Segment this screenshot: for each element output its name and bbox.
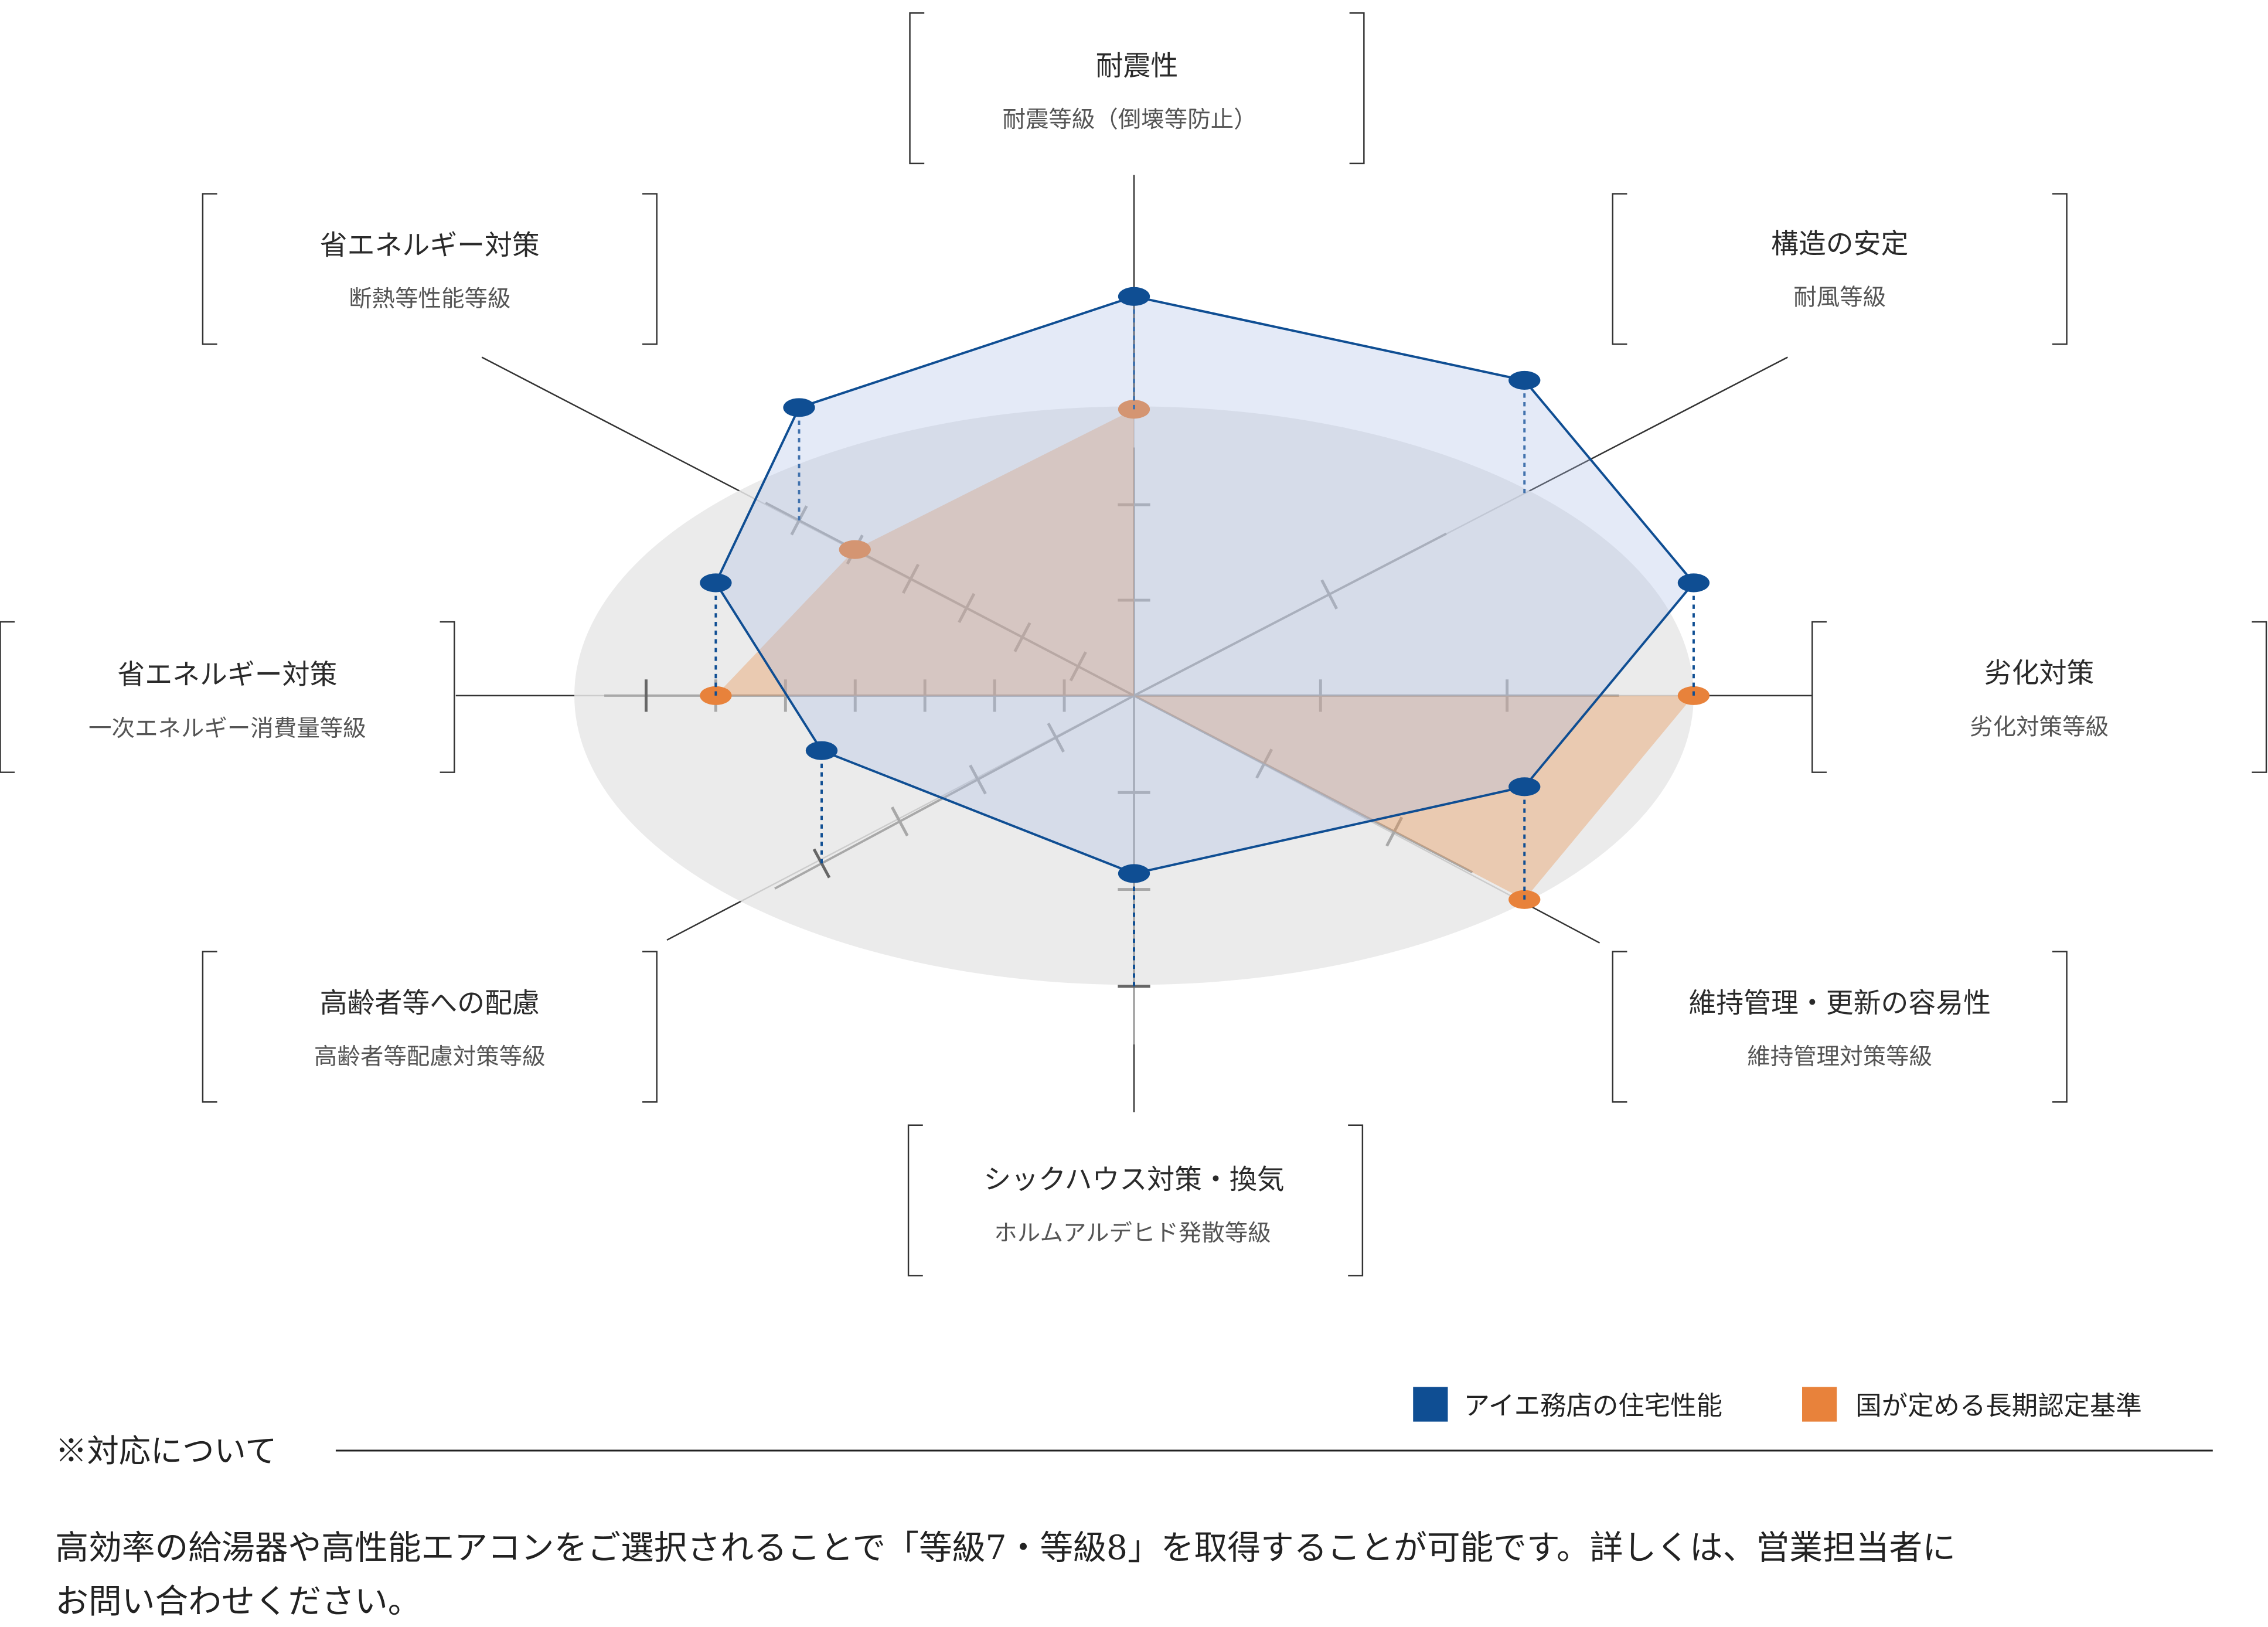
axis-title: 耐震性 xyxy=(1096,50,1179,82)
axis-tick xyxy=(969,764,987,795)
axis-title: 省エネルギー対策 xyxy=(320,229,540,261)
axis-title: 高齢者等への配慮 xyxy=(320,987,540,1019)
data-point-standard xyxy=(839,540,871,559)
axis-inner-line xyxy=(774,695,1135,890)
axis-title: 構造の安定 xyxy=(1771,228,1908,260)
axis-label-primary-energy: 省エネルギー対策 一次エネルギー消費量等級 xyxy=(0,621,455,773)
axis-tick xyxy=(1047,722,1065,753)
axis-inner-line xyxy=(765,502,1135,697)
legend-swatch-company xyxy=(1413,1387,1448,1422)
axis-title: 維持管理・更新の容易性 xyxy=(1688,987,1991,1019)
axis-tick xyxy=(902,563,920,594)
data-point-company xyxy=(700,573,732,593)
axis-label-elderly: 高齢者等への配慮 高齢者等配慮対策等級 xyxy=(202,951,658,1103)
data-point-company xyxy=(1508,370,1541,390)
axis-title: 劣化対策 xyxy=(1984,658,2095,690)
legend-label-standard: 国が定める長期認定基準 xyxy=(1855,1391,2141,1421)
axis-label-maintenance: 維持管理・更新の容易性 維持管理対策等級 xyxy=(1612,951,2068,1103)
axis-subtitle: 一次エネルギー消費量等級 xyxy=(88,715,366,742)
axis-tick xyxy=(891,806,909,837)
axis-subtitle: 耐震等級（倒壊等防止） xyxy=(1003,106,1257,133)
axis-subtitle: 劣化対策等級 xyxy=(1970,714,2109,741)
axis-subtitle: ホルムアルデヒド発散等級 xyxy=(994,1220,1271,1247)
axis-label-seismic: 耐震性 耐震等級（倒壊等防止） xyxy=(909,12,1365,165)
axis-tick xyxy=(1013,622,1031,652)
axis-title: シックハウス対策・換気 xyxy=(983,1163,1284,1196)
axis-subtitle: 高齢者等配慮対策等級 xyxy=(314,1043,546,1070)
series-area-standard xyxy=(716,409,1694,900)
axis-inner-line xyxy=(1133,695,1473,874)
data-point-standard xyxy=(700,686,732,705)
axis-label-deterioration: 劣化対策 劣化対策等級 xyxy=(1811,621,2267,773)
axis-tick xyxy=(958,593,976,623)
data-point-company xyxy=(1118,864,1150,883)
note-paragraph-line1: 高効率の給湯器や高性能エアコンをご選択されることで「等級7・等級8」を取得するこ… xyxy=(55,1529,1956,1567)
data-point-company xyxy=(805,741,838,760)
legend-label-company: アイエ務店の住宅性能 xyxy=(1464,1391,1722,1421)
legend: アイエ務店の住宅性能 国が定める長期認定基準 xyxy=(1413,1387,2142,1422)
data-point-company xyxy=(1118,287,1150,306)
axis-inner-line xyxy=(1133,532,1447,697)
axis-title: 省エネルギー対策 xyxy=(117,659,337,691)
axis-label-sickhouse: シックハウス対策・換気 ホルムアルデヒド発散等級 xyxy=(907,1124,1364,1277)
axis-tick xyxy=(1255,748,1273,779)
axis-label-wind: 構造の安定 耐風等級 xyxy=(1612,193,2068,345)
axis-tick xyxy=(1069,651,1087,682)
axis-subtitle: 断熱等性能等級 xyxy=(349,285,510,312)
axis-label-insulation: 省エネルギー対策 断熱等性能等級 xyxy=(202,193,658,345)
data-point-company xyxy=(783,398,815,417)
note-heading: ※対応について xyxy=(55,1433,277,1470)
note-paragraph-line2: お問い合わせください。 xyxy=(55,1582,421,1621)
legend-swatch-standard xyxy=(1802,1387,1837,1422)
axis-tick xyxy=(1320,579,1339,610)
axis-tick xyxy=(1385,816,1404,847)
axis-ticks xyxy=(604,447,1619,1045)
data-point-company xyxy=(1508,777,1541,797)
series-standard xyxy=(700,400,1710,909)
axis-subtitle: 維持管理対策等級 xyxy=(1747,1043,1932,1070)
axis-subtitle: 耐風等級 xyxy=(1793,284,1886,311)
data-point-company xyxy=(1677,573,1710,593)
data-point-standard xyxy=(1677,686,1710,705)
series-company xyxy=(700,287,1710,986)
